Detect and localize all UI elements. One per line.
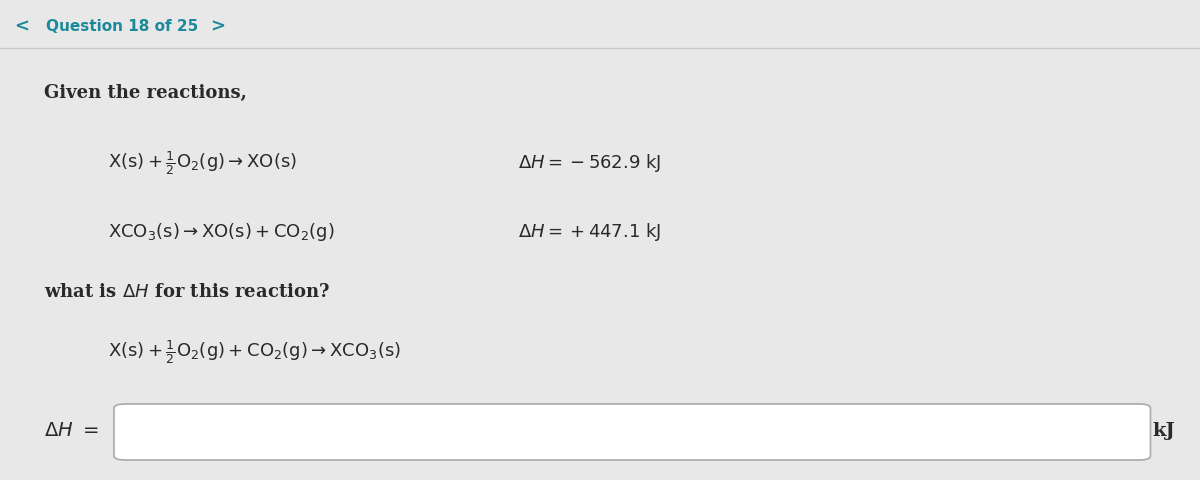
Text: $\Delta H\ =$: $\Delta H\ =$ xyxy=(43,422,98,440)
Text: >: > xyxy=(210,17,226,35)
Text: <: < xyxy=(14,17,29,35)
Text: $\mathrm{XCO_3(s) \rightarrow XO(s) + CO_2(g)}$: $\mathrm{XCO_3(s) \rightarrow XO(s) + CO… xyxy=(108,221,335,243)
Text: kJ: kJ xyxy=(1153,422,1176,440)
Text: what is $\Delta H$ for this reaction?: what is $\Delta H$ for this reaction? xyxy=(43,283,330,301)
FancyBboxPatch shape xyxy=(114,404,1151,460)
Text: $\Delta H = +447.1\ \mathrm{kJ}$: $\Delta H = +447.1\ \mathrm{kJ}$ xyxy=(518,221,661,243)
Text: Given the reactions,: Given the reactions, xyxy=(43,84,246,102)
Text: $\mathrm{X(s) + \frac{1}{2}O_2(g) \rightarrow XO(s)}$: $\mathrm{X(s) + \frac{1}{2}O_2(g) \right… xyxy=(108,149,296,177)
Text: $\mathrm{X(s) + \frac{1}{2}O_2(g) + CO_2(g) \rightarrow XCO_3(s)}$: $\mathrm{X(s) + \frac{1}{2}O_2(g) + CO_2… xyxy=(108,338,401,366)
Text: Question 18 of 25: Question 18 of 25 xyxy=(46,19,198,34)
Text: $\Delta H = -562.9\ \mathrm{kJ}$: $\Delta H = -562.9\ \mathrm{kJ}$ xyxy=(518,152,661,174)
